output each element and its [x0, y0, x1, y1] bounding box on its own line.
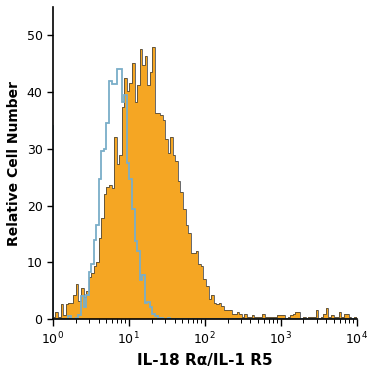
- Y-axis label: Relative Cell Number: Relative Cell Number: [7, 81, 21, 246]
- X-axis label: IL-18 Rα/IL-1 R5: IL-18 Rα/IL-1 R5: [137, 353, 273, 368]
